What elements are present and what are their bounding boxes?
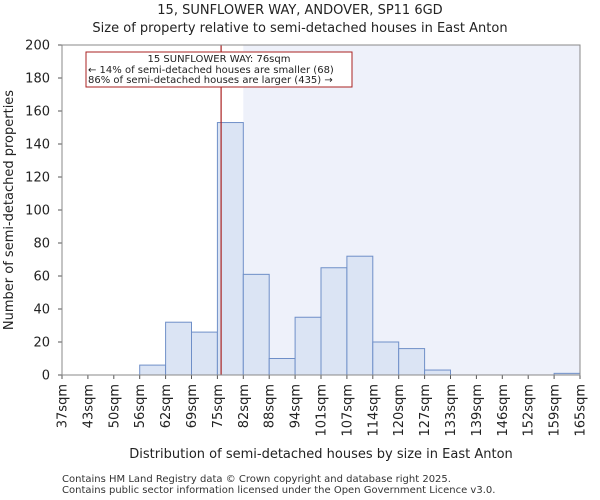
x-tick-label: 107sqm <box>340 384 355 437</box>
x-tick-label: 88sqm <box>263 384 278 428</box>
y-tick-label: 200 <box>25 39 50 54</box>
x-tick-label: 146sqm <box>496 384 511 437</box>
larger-region-shading <box>243 45 581 375</box>
x-tick-label: 62sqm <box>159 384 174 428</box>
bar-114sqm <box>372 341 400 376</box>
x-tick-label: 75sqm <box>211 384 226 428</box>
y-tick-label: 100 <box>25 204 50 219</box>
annotation-border <box>85 51 353 88</box>
x-tick-label: 82sqm <box>237 384 252 428</box>
footer-licence: Contains public sector information licen… <box>62 485 496 496</box>
x-tick-label: 94sqm <box>289 384 304 428</box>
bar-82sqm <box>242 273 270 376</box>
x-tick-label: 37sqm <box>56 384 71 428</box>
y-tick-label: 140 <box>25 138 50 153</box>
y-tick-label: 0 <box>42 369 50 384</box>
y-tick-label: 160 <box>25 105 50 120</box>
x-tick-label: 101sqm <box>315 384 330 437</box>
bar-56sqm <box>139 364 167 376</box>
annotation-box: 15 SUNFLOWER WAY: 76sqm ← 14% of semi-de… <box>85 51 353 88</box>
x-axis-label: Distribution of semi-detached houses by … <box>129 447 513 462</box>
annotation-line-3: 86% of semi-detached houses are larger (… <box>88 75 333 86</box>
x-tick-label: 152sqm <box>522 384 537 437</box>
x-tick-label: 114sqm <box>366 384 381 437</box>
bar-75sqm <box>216 122 244 376</box>
bar-69sqm <box>191 331 218 376</box>
y-tick-label: 40 <box>33 303 50 318</box>
x-tick-label: 56sqm <box>133 384 148 428</box>
chart-title: 15, SUNFLOWER WAY, ANDOVER, SP11 6GD <box>157 3 443 18</box>
chart-subtitle: Size of property relative to semi-detach… <box>92 21 508 36</box>
bar-88sqm <box>268 358 296 376</box>
bar-94sqm <box>294 316 322 376</box>
bar-107sqm <box>346 255 374 376</box>
x-tick-label: 127sqm <box>418 384 433 437</box>
y-tick-label: 180 <box>25 72 50 87</box>
x-tick-label: 43sqm <box>81 384 96 428</box>
annotation-line-2: ← 14% of semi-detached houses are smalle… <box>88 65 334 76</box>
bar-101sqm <box>320 267 348 376</box>
x-tick-label: 50sqm <box>107 384 122 428</box>
y-tick-label: 60 <box>33 270 50 285</box>
histogram-chart: 0 20 40 60 80 100 120 140 160 180 200 37sqm 43sqm 50… <box>2 39 589 463</box>
x-tick-label: 120sqm <box>392 384 407 437</box>
x-tick-label: 159sqm <box>548 384 563 437</box>
y-tick-label: 120 <box>25 171 50 186</box>
plot-frame <box>61 44 581 376</box>
x-tick-label: 133sqm <box>444 384 459 437</box>
annotation-line-1: 15 SUNFLOWER WAY: 76sqm <box>148 54 291 65</box>
y-axis-label: Number of semi-detached properties <box>2 90 17 330</box>
y-tick-label: 80 <box>33 237 50 252</box>
x-tick-label: 139sqm <box>470 384 485 437</box>
y-tick-label: 20 <box>33 336 50 351</box>
x-tick-label: 69sqm <box>185 384 200 428</box>
bar-127sqm <box>424 369 452 376</box>
footer-copyright: Contains HM Land Registry data © Crown c… <box>62 474 451 485</box>
x-tick-label: 165sqm <box>574 384 589 437</box>
bar-62sqm <box>165 321 193 376</box>
bar-120sqm <box>398 348 426 376</box>
